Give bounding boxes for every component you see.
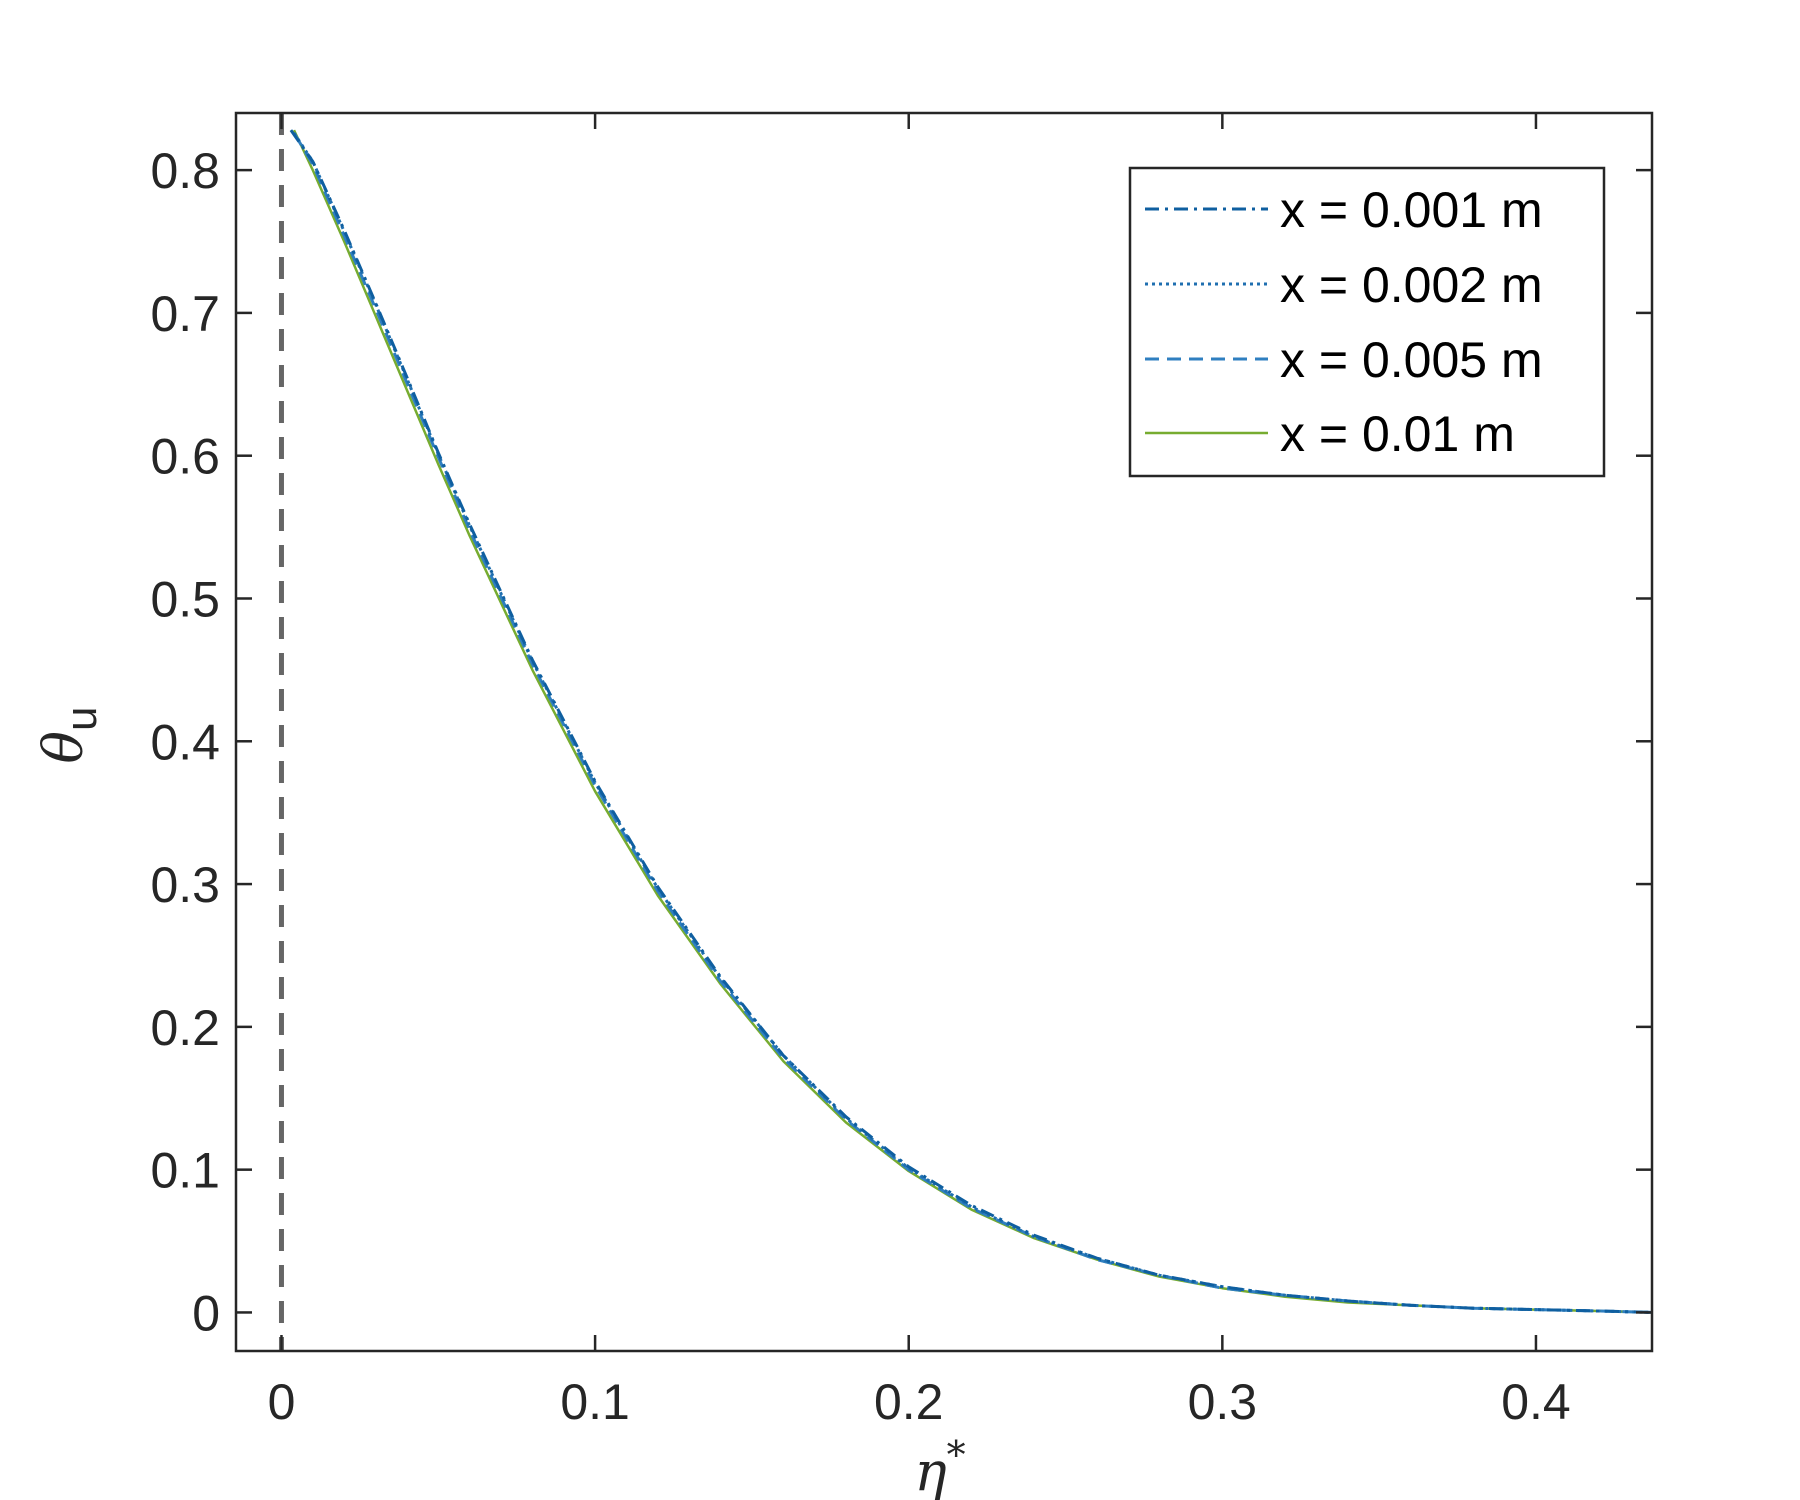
y-axis-subscript: u [57, 707, 106, 731]
y-axis-symbol: θ [32, 731, 95, 764]
x-tick-label: 0.4 [1501, 1374, 1571, 1430]
y-tick-label: 0.7 [150, 286, 220, 342]
plot-frame [234, 111, 1654, 1353]
x-tick-label: 0.1 [560, 1374, 630, 1430]
x-tick-label: 0.3 [1188, 1374, 1258, 1430]
x-axis-label: η* [914, 1433, 965, 1500]
legend: x = 0.001 m x = 0.002 m x = 0.005 m x = … [1128, 166, 1606, 478]
x-axis-superscript: * [947, 1433, 966, 1477]
y-tick-label: 0.1 [150, 1143, 220, 1199]
legend-box [1128, 166, 1606, 478]
y-tick-label: 0.8 [150, 143, 220, 199]
series-line-0 [289, 129, 1652, 1314]
y-tick-label: 0.5 [150, 571, 220, 627]
x-tick-label: 0 [268, 1374, 296, 1430]
legend-label-0: x = 0.001 m [1280, 182, 1543, 238]
legend-label-3: x = 0.01 m [1280, 406, 1515, 462]
y-tick-label: 0 [192, 1285, 220, 1341]
x-axis-symbol: η [914, 1440, 946, 1500]
series-line-3 [292, 129, 1652, 1314]
y-tick-label: 0.6 [150, 429, 220, 485]
y-tick-label: 0.4 [150, 714, 220, 770]
legend-label-2: x = 0.005 m [1280, 332, 1543, 388]
y-tick-label: 0.3 [150, 857, 220, 913]
y-tick-label: 0.2 [150, 1000, 220, 1056]
x-tick-label: 0.2 [874, 1374, 944, 1430]
y-axis-label: θu [32, 707, 106, 764]
legend-label-1: x = 0.002 m [1280, 257, 1543, 313]
